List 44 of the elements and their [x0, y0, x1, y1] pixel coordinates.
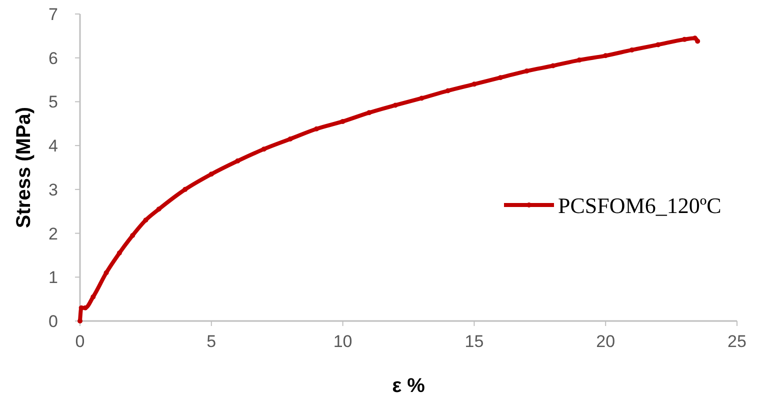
y-tick-label: 3 [48, 180, 58, 200]
point [498, 75, 503, 80]
legend-label: PCSFOM6_120ºC [558, 193, 722, 218]
point [261, 146, 266, 152]
point [143, 218, 148, 223]
point [366, 110, 372, 116]
x-tick-label: 10 [333, 332, 352, 351]
y-tick-label: 0 [48, 312, 58, 331]
point [419, 96, 424, 101]
y-tick-label: 7 [48, 5, 58, 24]
point [524, 68, 530, 74]
y-axis-title: Stress (MPa) [13, 106, 35, 228]
x-axis-title: ε % [392, 375, 426, 397]
y-tick-label: 5 [48, 92, 58, 112]
point [288, 136, 293, 142]
point [550, 63, 556, 68]
point [656, 42, 661, 48]
point [208, 172, 214, 177]
point [235, 158, 240, 164]
point [104, 270, 109, 276]
point [182, 186, 188, 192]
point [682, 36, 687, 42]
point [576, 58, 582, 63]
point [314, 126, 320, 132]
point [629, 47, 634, 52]
point [78, 318, 82, 324]
y-tick-label: 6 [48, 48, 58, 68]
x-tick-label: 20 [596, 332, 616, 351]
point [116, 250, 122, 256]
x-tick-label: 0 [75, 332, 85, 351]
y-tick-label: 2 [48, 224, 58, 244]
point [130, 232, 136, 238]
point [472, 82, 477, 87]
point [340, 118, 346, 124]
point [90, 294, 96, 300]
y-tick-label: 4 [48, 136, 58, 156]
point [156, 206, 162, 212]
point [695, 38, 700, 44]
x-tick-label: 5 [206, 332, 216, 351]
y-tick-label: 1 [48, 268, 58, 288]
x-tick-label: 25 [728, 332, 746, 351]
x-tick-label: 15 [464, 332, 484, 351]
point [392, 102, 398, 108]
point [445, 88, 450, 94]
